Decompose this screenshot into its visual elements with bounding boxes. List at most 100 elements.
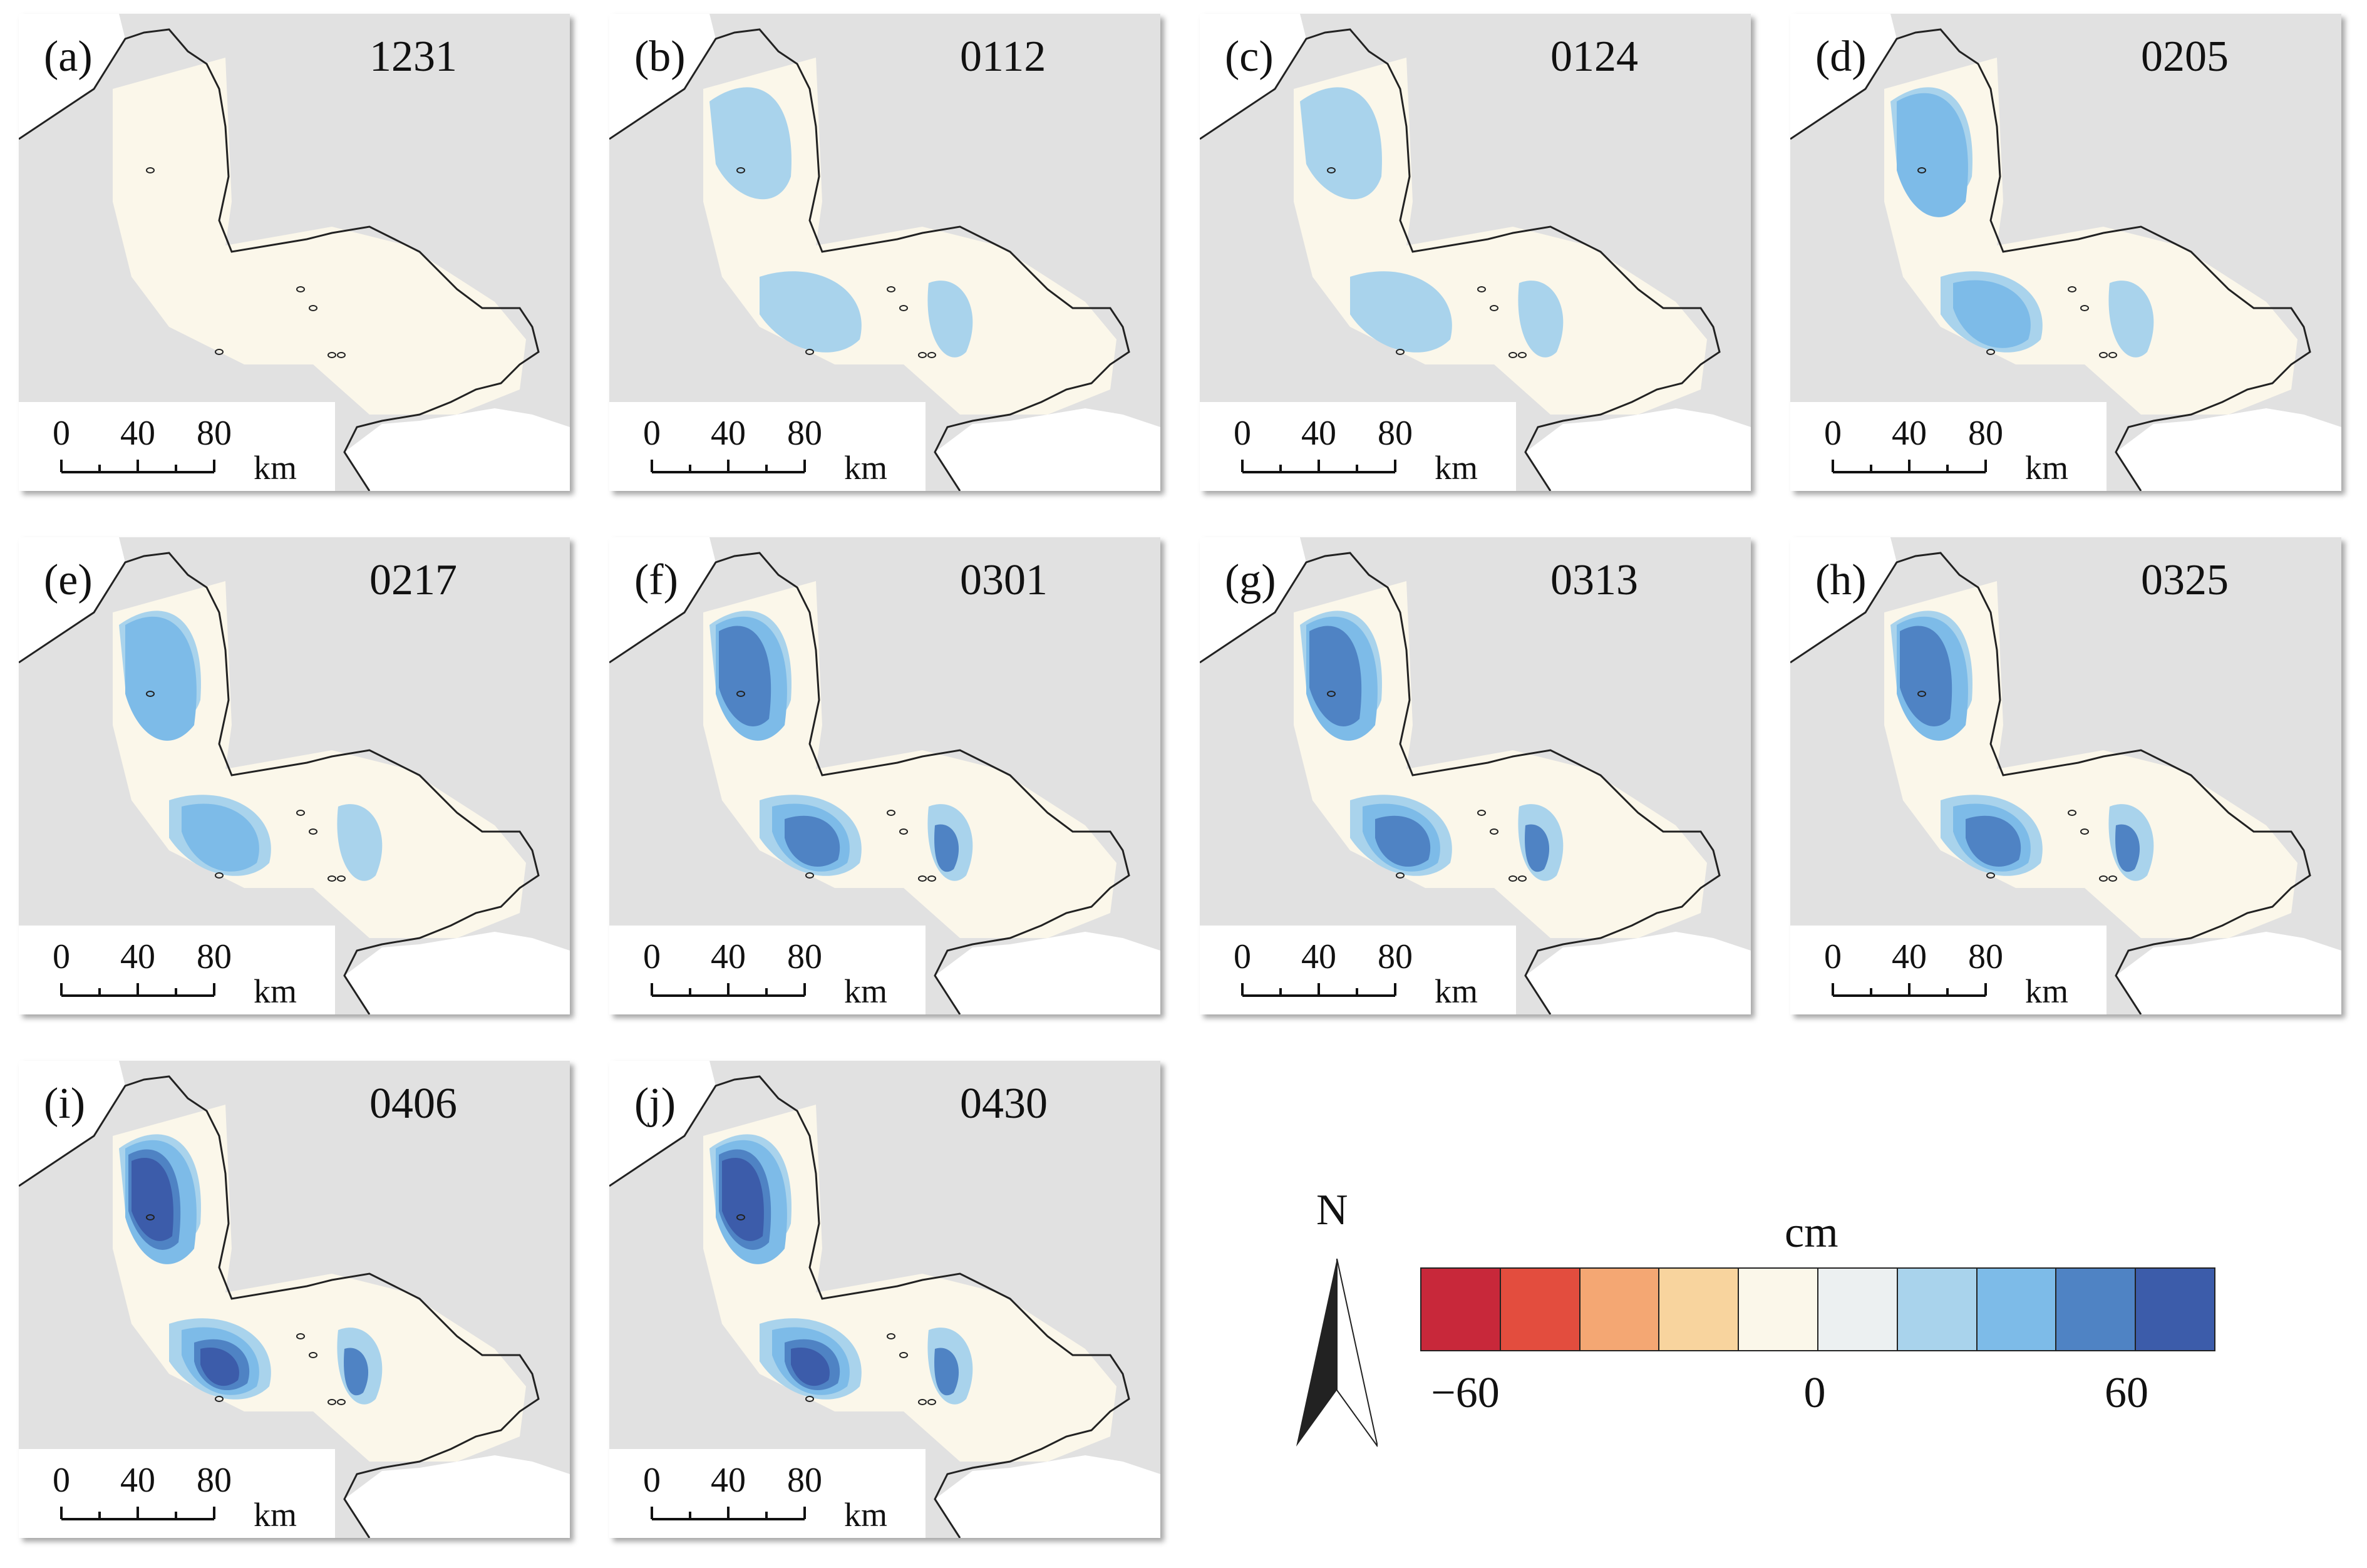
- sea-area: [1790, 537, 2341, 1014]
- coastline: [609, 1075, 1130, 1538]
- map-svg: [1200, 537, 1751, 1014]
- island: [1396, 349, 1405, 355]
- colorbar-tick-min: −60: [1431, 1369, 1500, 1417]
- island: [337, 352, 346, 358]
- island: [327, 1399, 336, 1405]
- island: [736, 167, 745, 173]
- scale-tick-label: 80: [787, 414, 822, 453]
- coastline: [19, 1075, 540, 1538]
- map-panel: (j) 0430 0 40 80 km: [609, 1061, 1160, 1538]
- map-panel: (g) 0313 0 40 80 km: [1200, 537, 1751, 1014]
- colorbar-swatch: [1977, 1269, 2057, 1350]
- island: [1518, 875, 1527, 882]
- map-svg: [1790, 14, 2341, 491]
- scale-tick-label: 0: [53, 414, 70, 453]
- island: [2068, 810, 2076, 816]
- colorbar-swatch: [1659, 1269, 1740, 1350]
- scale-tick-label: 0: [643, 1461, 661, 1500]
- anomaly-contour: [709, 87, 792, 200]
- map-svg: [609, 14, 1160, 491]
- scale-tick-label: 80: [787, 1461, 822, 1500]
- coastline: [1790, 28, 2311, 491]
- map-svg: [19, 537, 570, 1014]
- island: [1917, 167, 1926, 173]
- north-label: N: [1316, 1186, 1348, 1234]
- island: [805, 1396, 814, 1402]
- anomaly-contour: [791, 1348, 830, 1386]
- scale-tick-label: 0: [1824, 937, 1842, 976]
- panel-date: 0112: [960, 33, 1046, 81]
- map-svg: [19, 14, 570, 491]
- map-panel: (e) 0217 0 40 80 km: [19, 537, 570, 1014]
- island: [2108, 352, 2117, 358]
- scale-tick-label: 0: [1824, 414, 1842, 453]
- anomaly-contour: [125, 616, 197, 741]
- island: [2080, 828, 2089, 835]
- island: [887, 286, 895, 292]
- anomaly-contour: [722, 1158, 764, 1241]
- panel-date: 0205: [2141, 33, 2229, 81]
- scale-tick-label: 40: [711, 414, 746, 453]
- sea-area: [1200, 14, 1751, 491]
- anomaly-contour: [1350, 271, 1452, 353]
- island: [337, 1399, 346, 1405]
- scale-bar: 0 40 80 km: [1790, 402, 2107, 491]
- island: [1508, 875, 1517, 882]
- scale-tick-label: 0: [1234, 414, 1251, 453]
- anomaly-contour: [1966, 815, 2021, 867]
- island: [1327, 691, 1336, 697]
- island: [2080, 305, 2089, 311]
- scale-bar: 0 40 80 km: [1790, 926, 2107, 1014]
- colorbar-swatch: [1818, 1269, 1898, 1350]
- map-svg: [1200, 14, 1751, 491]
- map-panel: (i) 0406 0 40 80 km: [19, 1061, 570, 1538]
- anomaly-contour: [182, 803, 259, 872]
- island: [2108, 875, 2117, 882]
- island: [887, 1333, 895, 1339]
- scale-unit: km: [1435, 449, 1478, 487]
- island: [1490, 305, 1498, 311]
- colorbar-swatch: [1739, 1269, 1818, 1350]
- panel-date: 1231: [369, 33, 457, 81]
- map-svg: [19, 1061, 570, 1538]
- island: [1396, 872, 1405, 879]
- island: [146, 167, 155, 173]
- scale-tick-label: 40: [120, 414, 155, 453]
- legend-unit: cm: [1785, 1209, 1838, 1257]
- scale-bar-line: [60, 983, 215, 997]
- anomaly-contour: [337, 804, 383, 881]
- anomaly-contour: [1375, 815, 1431, 867]
- scale-tick-label: 40: [1892, 414, 1927, 453]
- island: [1508, 352, 1517, 358]
- island: [309, 305, 317, 311]
- scale-tick-label: 40: [1301, 937, 1336, 976]
- panel-letter: (h): [1815, 556, 1867, 604]
- island: [927, 875, 936, 882]
- scale-bar: 0 40 80 km: [19, 402, 335, 491]
- panel-date: 0301: [960, 556, 1048, 604]
- island: [327, 875, 336, 882]
- scale-tick-label: 40: [120, 937, 155, 976]
- anomaly-contour: [1897, 93, 1968, 217]
- panel-date: 0313: [1550, 556, 1638, 604]
- anomaly-contour: [1309, 626, 1362, 726]
- scale-tick-label: 80: [197, 414, 232, 453]
- anomaly-contour: [719, 626, 771, 726]
- coastline: [1200, 552, 1721, 1014]
- island: [296, 286, 305, 292]
- scale-bar: 0 40 80 km: [609, 402, 926, 491]
- map-svg: [609, 537, 1160, 1014]
- island: [146, 1214, 155, 1220]
- sea-area: [609, 537, 1160, 1014]
- colorbar-swatch: [1580, 1269, 1660, 1350]
- colorbar: [1420, 1267, 2215, 1351]
- anomaly-contour: [2108, 281, 2154, 358]
- island: [899, 305, 908, 311]
- sea-area: [1790, 14, 2341, 491]
- island: [2068, 286, 2076, 292]
- colorbar-swatch: [2056, 1269, 2137, 1350]
- island: [805, 349, 814, 355]
- panel-letter: (c): [1225, 33, 1274, 81]
- scale-bar: 0 40 80 km: [19, 1449, 335, 1538]
